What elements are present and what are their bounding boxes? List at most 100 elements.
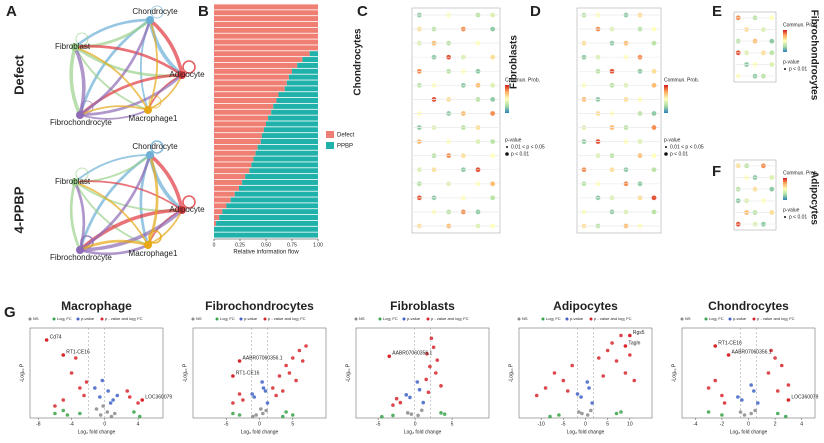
point (786, 383, 791, 387)
node-label: Fibroblast (55, 177, 91, 186)
node (144, 241, 152, 249)
flow-bar (297, 62, 318, 68)
edge (74, 18, 151, 49)
x-tick-label: 0 (103, 421, 106, 427)
point (543, 386, 548, 390)
x-tick-label: -5 (376, 421, 381, 427)
point (284, 363, 288, 368)
point (264, 408, 268, 413)
legend-label: PPBP (337, 144, 353, 150)
dot (490, 26, 496, 32)
dot (769, 15, 775, 21)
edge (79, 243, 149, 256)
point (738, 410, 743, 414)
edge (74, 154, 151, 183)
node (178, 71, 186, 79)
flow-bar (214, 226, 318, 232)
flow-bar (302, 57, 318, 63)
point (136, 401, 140, 405)
legend-dot (76, 317, 80, 321)
flow-bar (214, 98, 277, 104)
point (416, 413, 420, 418)
point (137, 414, 142, 419)
point (706, 410, 711, 414)
point (231, 401, 235, 405)
flow-bar (255, 150, 318, 156)
gene-label: RT1-CE16 (66, 349, 90, 355)
flow-bar (214, 16, 318, 22)
legend-label: NS (196, 316, 202, 321)
point (577, 410, 581, 414)
point (720, 413, 724, 417)
point (740, 398, 744, 402)
point (766, 371, 771, 375)
dot (769, 210, 775, 215)
legend-dot (664, 152, 668, 156)
flow-bar (214, 127, 264, 133)
point (78, 411, 82, 416)
point (429, 336, 434, 341)
dot (490, 82, 496, 88)
point (108, 401, 113, 405)
flow-bar (260, 138, 318, 144)
legend-dot (704, 317, 708, 321)
legend-label: p < 0.01 (511, 151, 529, 157)
x-tick-label: 4 (800, 421, 803, 427)
node-label: Macrophage1 (129, 249, 178, 258)
point (580, 411, 584, 416)
point (287, 371, 292, 375)
point (109, 414, 114, 419)
x-tick-label: 4 (137, 421, 140, 427)
point (439, 411, 443, 415)
point (565, 389, 570, 393)
point (65, 413, 70, 417)
point (265, 401, 270, 405)
flow-bar (276, 98, 318, 104)
x-tick-label: 0 (747, 421, 750, 427)
flow-bar (214, 203, 227, 209)
gene-point (231, 374, 235, 378)
edge (69, 181, 82, 251)
flow-bar (214, 215, 220, 221)
axis-title: -Log₁₀ P (671, 363, 677, 382)
legend-label: p-value (81, 316, 95, 321)
point (105, 410, 110, 414)
colorbar (783, 30, 787, 52)
panel-title: Adipocytes (808, 171, 819, 225)
edge (79, 19, 152, 117)
point (112, 411, 117, 416)
point (304, 344, 308, 348)
colorbar (783, 178, 787, 200)
point (404, 393, 409, 397)
point (779, 363, 784, 368)
legend-label: Log₂ FC (57, 316, 72, 321)
point (300, 359, 305, 363)
point (398, 400, 403, 405)
plot-title: Chondrocytes (708, 299, 789, 313)
flow-bar (214, 103, 274, 109)
plot-title: Fibrochondrocytes (205, 299, 314, 313)
axis-title: Relative information flow (233, 250, 299, 256)
point (534, 393, 539, 398)
point (263, 389, 268, 393)
point (587, 386, 591, 390)
gene-label: RT1-CE16 (718, 340, 742, 346)
edge (79, 105, 149, 116)
point (706, 386, 711, 390)
x-tick-label: -4 (69, 421, 74, 427)
dot (651, 167, 657, 173)
legend-swatch (326, 131, 334, 138)
legend-dot (680, 317, 684, 321)
legend-dot (541, 317, 545, 321)
point (428, 364, 432, 369)
self-loop (148, 230, 162, 244)
dot (490, 223, 496, 229)
point (628, 353, 632, 357)
legend-dot (191, 317, 195, 321)
plot-frame (576, 7, 662, 234)
legend-label: NS (359, 316, 365, 321)
flow-bar (234, 191, 318, 197)
point (380, 414, 384, 419)
dot (490, 111, 496, 116)
